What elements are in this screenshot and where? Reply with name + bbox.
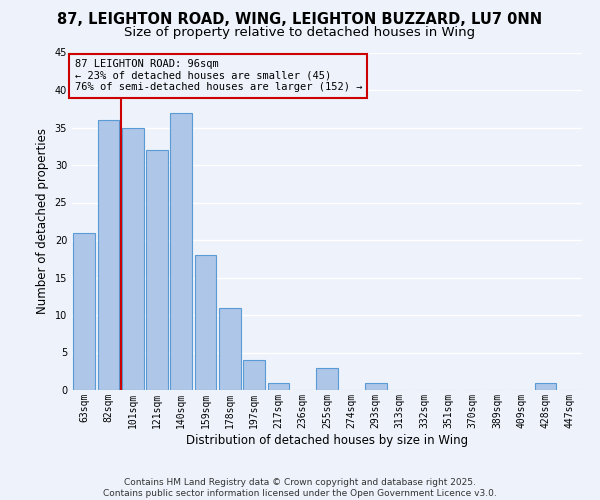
Bar xyxy=(194,255,217,390)
X-axis label: Distribution of detached houses by size in Wing: Distribution of detached houses by size … xyxy=(186,434,468,446)
Bar xyxy=(535,382,556,390)
Bar xyxy=(365,382,386,390)
Text: Contains HM Land Registry data © Crown copyright and database right 2025.
Contai: Contains HM Land Registry data © Crown c… xyxy=(103,478,497,498)
Bar xyxy=(219,308,241,390)
Text: 87 LEIGHTON ROAD: 96sqm
← 23% of detached houses are smaller (45)
76% of semi-de: 87 LEIGHTON ROAD: 96sqm ← 23% of detache… xyxy=(74,59,362,92)
Bar xyxy=(97,120,119,390)
Y-axis label: Number of detached properties: Number of detached properties xyxy=(36,128,49,314)
Bar xyxy=(73,232,95,390)
Bar xyxy=(268,382,289,390)
Bar xyxy=(122,128,143,390)
Bar xyxy=(170,112,192,390)
Bar xyxy=(316,368,338,390)
Text: Size of property relative to detached houses in Wing: Size of property relative to detached ho… xyxy=(124,26,476,39)
Bar xyxy=(243,360,265,390)
Text: 87, LEIGHTON ROAD, WING, LEIGHTON BUZZARD, LU7 0NN: 87, LEIGHTON ROAD, WING, LEIGHTON BUZZAR… xyxy=(58,12,542,28)
Bar xyxy=(146,150,168,390)
